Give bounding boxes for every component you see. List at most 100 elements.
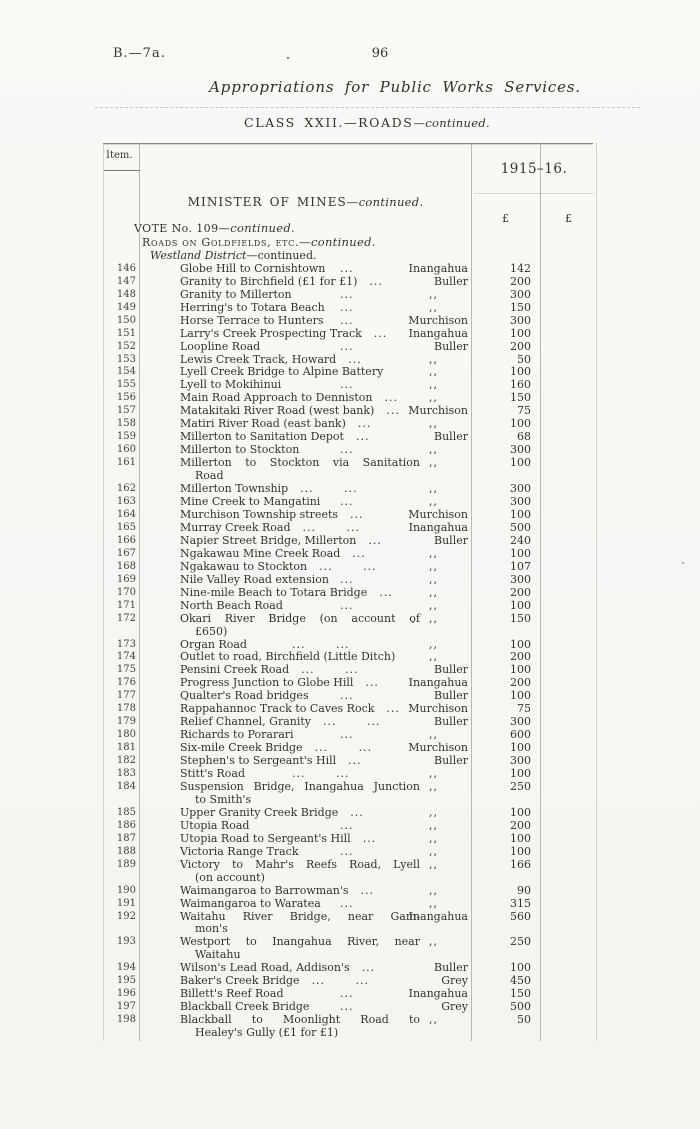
district: ,, xyxy=(429,287,438,301)
leader-dots: ... ... xyxy=(311,974,370,988)
road-description: Lyell to Mokihinui xyxy=(180,378,282,392)
table-top-rule-shadow xyxy=(103,144,593,145)
district: ,, xyxy=(429,300,438,314)
year-column-header: 1915–16. xyxy=(500,161,568,177)
item-number: 167 xyxy=(116,547,136,559)
item-number: 159 xyxy=(116,431,136,443)
item-number: 150 xyxy=(116,314,136,326)
table-row: 157 Matakitaki River Road (west bank)... M… xyxy=(103,404,597,418)
leader-dots: ... xyxy=(361,961,376,975)
amount: 300 xyxy=(510,313,531,327)
amount: 68 xyxy=(517,430,531,444)
district: Buller xyxy=(434,430,468,444)
road-description: Murchison Township streets xyxy=(180,507,339,521)
table-row: 189 Victory to Mahr's Reefs Road, Lyell (o… xyxy=(103,857,597,885)
district: Buller xyxy=(434,961,468,975)
amount: 300 xyxy=(510,443,531,457)
item-number: 156 xyxy=(116,392,136,404)
amount: 240 xyxy=(510,533,531,547)
item-number: 171 xyxy=(116,599,136,611)
road-description: Six-mile Creek Bridge xyxy=(180,741,303,755)
district: ,, xyxy=(429,831,438,845)
item-number: 194 xyxy=(116,962,136,974)
item-number: 180 xyxy=(116,729,136,741)
district: ,, xyxy=(429,767,438,781)
district: ,, xyxy=(429,417,438,431)
amount: 90 xyxy=(517,883,531,897)
item-number: 178 xyxy=(116,703,136,715)
road-description: Ngakawau to Stockton xyxy=(180,559,308,573)
amount: 100 xyxy=(510,365,531,379)
road-description: Matakitaki River Road (west bank) xyxy=(180,404,375,418)
leader-dots: ... xyxy=(386,404,400,418)
item-number: 195 xyxy=(116,975,136,987)
leader-dots: ... xyxy=(348,352,362,366)
road-description: Waimangaroa to Waratea xyxy=(180,896,321,910)
scan-speck xyxy=(287,57,289,59)
item-number: 166 xyxy=(116,534,136,546)
amount: 100 xyxy=(510,689,531,703)
amount: 560 xyxy=(510,909,531,923)
amount: 150 xyxy=(510,300,531,314)
amount: 150 xyxy=(510,611,531,625)
table-row: 153 Lewis Creek Track, Howard...,, 50 xyxy=(103,352,597,367)
district: ,, xyxy=(429,637,438,651)
item-number: 176 xyxy=(116,677,136,689)
amount: 160 xyxy=(510,378,531,392)
district: Murchison xyxy=(408,741,468,755)
district-heading-main: Westland District xyxy=(150,248,247,262)
item-number: 165 xyxy=(116,521,136,533)
district: Grey xyxy=(441,1000,468,1014)
table-row: 148 Granity to Millerton...,, 300 xyxy=(103,287,597,302)
item-number: 181 xyxy=(116,742,136,754)
district: ,, xyxy=(429,495,438,509)
item-number: 155 xyxy=(116,379,136,391)
road-description: Utopia Road xyxy=(180,818,250,832)
table-row: 151 Larry's Creek Prospecting Track... Ina… xyxy=(103,327,597,341)
amount: 300 xyxy=(510,754,531,768)
table-row: 149 Herring's to Totara Beach...,, 150 xyxy=(103,300,597,315)
road-description: Blackball to Moonlight Road to xyxy=(180,1013,420,1027)
road-description: Pensini Creek Road xyxy=(180,663,290,677)
leader-dots: ... xyxy=(340,572,354,586)
district-heading: Westland District—continued. xyxy=(103,248,597,263)
item-number: 175 xyxy=(116,664,136,676)
district: Murchison xyxy=(408,702,468,716)
road-description: Waimangaroa to Barrowman's xyxy=(180,883,349,897)
table-row: 192 Waitahu River Bridge, near Gam-mon's I… xyxy=(103,909,597,937)
amount: 100 xyxy=(510,767,531,781)
table-row: 170 Nine-mile Beach to Totara Bridge...,,… xyxy=(103,586,597,600)
leader-dots: ... ... xyxy=(302,520,360,534)
table-row: 187 Utopia Road to Sergeant's Hill...,, 10… xyxy=(103,831,597,846)
amount-column-divider xyxy=(471,143,472,1041)
leader-dots: ... ... xyxy=(292,637,350,651)
leader-dots: ... xyxy=(340,896,354,910)
leader-dots: ... xyxy=(340,443,354,457)
district: ,, xyxy=(429,857,438,871)
leader-dots: ... xyxy=(340,689,354,703)
item-number: 148 xyxy=(116,288,136,300)
district: Murchison xyxy=(408,404,468,418)
amount: 50 xyxy=(517,1013,531,1027)
road-description: Blackball Creek Bridge xyxy=(180,1000,310,1014)
table-row: 195 Baker's Creek Bridge ... ... Grey 450 xyxy=(103,974,597,988)
road-description: Matiri River Road (east bank) xyxy=(180,417,346,431)
district: ,, xyxy=(429,844,438,858)
amount: 150 xyxy=(510,391,531,405)
minister-heading: MINISTER OF MINES—continued. xyxy=(140,195,471,209)
table-row: 177 Qualter's Road bridges... Buller 100 xyxy=(103,689,597,703)
leader-dots: ... xyxy=(355,430,370,444)
item-number: 152 xyxy=(116,340,136,352)
table-row: 191 Waimangaroa to Waratea...,, 315 xyxy=(103,896,597,911)
table-left-border xyxy=(103,143,104,1041)
road-description: Millerton to Sanitation Depot xyxy=(180,430,344,444)
item-number: 184 xyxy=(116,780,136,792)
table-row: 150 Horse Terrace to Hunters... Murchison 3… xyxy=(103,313,597,328)
item-number: 173 xyxy=(116,638,136,650)
amount: 300 xyxy=(510,482,531,496)
road-description: Victoria Range Track xyxy=(180,844,299,858)
leader-dots: ... xyxy=(365,676,379,690)
leader-dots: ... xyxy=(340,1000,354,1014)
table-row: 159 Millerton to Sanitation Depot... Bulle… xyxy=(103,430,597,444)
minister-heading-continued: —continued. xyxy=(346,195,424,209)
